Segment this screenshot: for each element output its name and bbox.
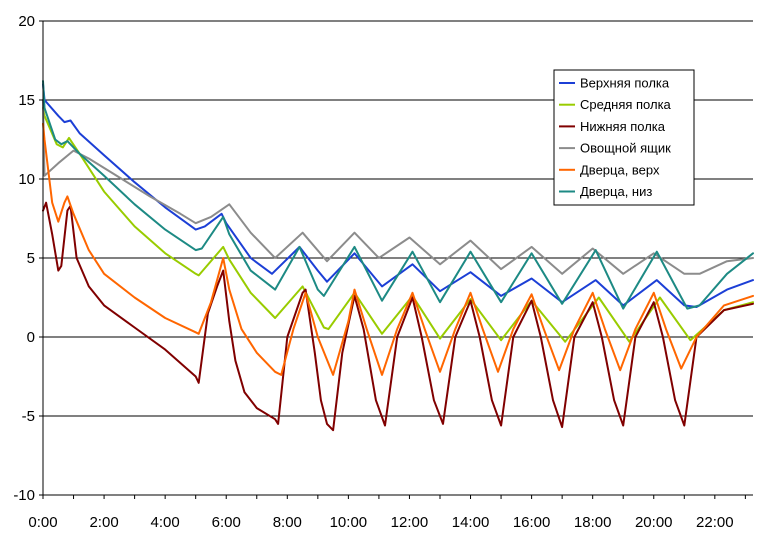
x-tick-label: 12:00	[391, 514, 429, 531]
series-line-3	[42, 99, 754, 275]
legend-box	[553, 69, 695, 206]
y-axis-tick-labels: 20 15 10 5 0 -5 -10	[13, 13, 35, 504]
x-axis-tick-labels: 0:00 2:00 4:00 6:00 8:00 10:00 12:00 14:00 16:00…	[28, 514, 733, 531]
y-tick-label: 20	[18, 13, 35, 30]
legend-label-5: Дверца, низ	[580, 184, 652, 199]
legend-label-1: Средняя полка	[580, 97, 672, 112]
legend-label-0: Верхняя полка	[580, 76, 670, 91]
y-tick-label: -5	[22, 408, 35, 425]
series-line-4	[42, 122, 754, 376]
x-tick-label: 8:00	[273, 514, 302, 531]
series-line-5	[42, 80, 754, 310]
legend-label-3: Овощной ящик	[580, 141, 671, 156]
x-tick-label: 2:00	[89, 514, 118, 531]
x-tick-label: 22:00	[696, 514, 734, 531]
x-tick-label: 4:00	[151, 514, 180, 531]
axes	[39, 20, 753, 499]
x-tick-label: 10:00	[330, 514, 368, 531]
x-tick-label: 6:00	[212, 514, 241, 531]
series-line-0	[42, 83, 754, 308]
series-lines	[42, 80, 754, 432]
y-tick-label: 5	[27, 250, 35, 267]
legend-label-4: Дверца, верх	[580, 162, 660, 177]
y-tick-label: 10	[18, 171, 35, 188]
series-line-2	[42, 201, 754, 432]
x-tick-label: 20:00	[635, 514, 673, 531]
x-tick-label: 14:00	[452, 514, 490, 531]
legend: Верхняя полка Средняя полка Нижняя полка Ов…	[553, 69, 695, 206]
x-tick-label: 18:00	[574, 514, 612, 531]
x-tick-label: 0:00	[28, 514, 57, 531]
legend-label-2: Нижняя полка	[580, 119, 666, 134]
y-tick-label: 15	[18, 92, 35, 109]
y-tick-label: -10	[13, 487, 35, 504]
x-tick-label: 16:00	[513, 514, 551, 531]
y-tick-label: 0	[27, 329, 35, 346]
